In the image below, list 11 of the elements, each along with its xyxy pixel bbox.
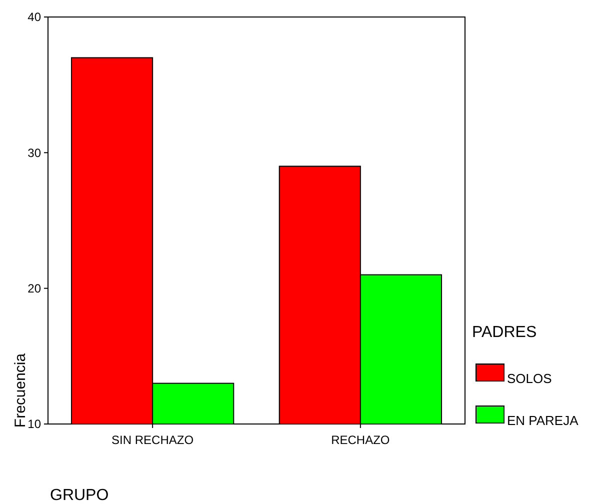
x-tick-label: SIN RECHAZO [112, 433, 194, 447]
legend-label: EN PAREJA [507, 413, 579, 428]
legend-title: PADRES [472, 324, 537, 341]
y-tick-label: 20 [28, 282, 42, 296]
legend-label: SOLOS [507, 371, 552, 386]
y-tick-label: 10 [28, 417, 42, 432]
x-axis-title: GRUPO [50, 487, 109, 504]
y-tick-label: 30 [28, 146, 42, 160]
x-tick-label: RECHAZO [331, 433, 390, 447]
y-axis-title: Frecuencia [12, 352, 29, 428]
y-tick-label: 40 [28, 10, 42, 24]
